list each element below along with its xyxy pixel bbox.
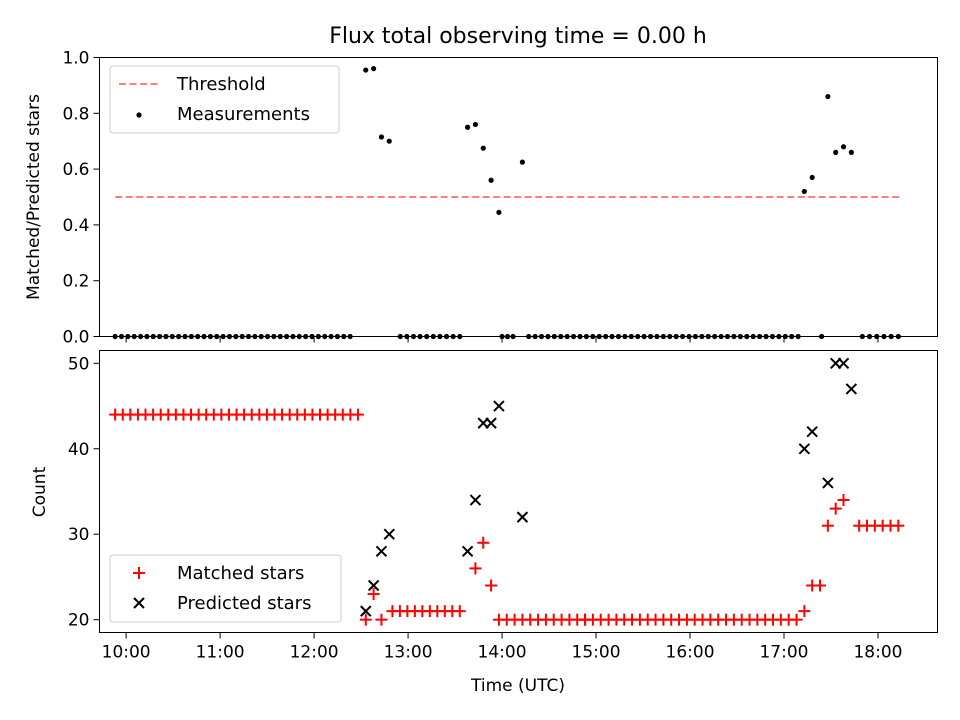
- bottom-xtick-label: 10:00: [102, 643, 151, 663]
- bottom-panel-x-label: Time (UTC): [470, 676, 565, 696]
- predicted-star-marker: [485, 417, 497, 429]
- top-ytick-label: 1.0: [62, 49, 89, 69]
- top-ytick-label: 0.6: [62, 160, 89, 180]
- measurement-point: [801, 188, 807, 195]
- top-panel-frame: [99, 57, 938, 337]
- bottom-ytick-label: 20: [68, 611, 90, 631]
- bottom-ytick-label: 50: [68, 354, 90, 374]
- predicted-star-marker: [461, 545, 474, 558]
- top-legend-box: [109, 65, 340, 134]
- measurement-point: [371, 66, 377, 72]
- top-panel-y-ticks: 0.0 0.2 0.4 0.6 0.8 1.0: [62, 49, 100, 348]
- matched-star-marker: [814, 579, 827, 592]
- predicted-star-marker: [375, 545, 388, 558]
- matched-star-marker: [485, 579, 498, 592]
- top-ytick-label: 0.8: [62, 104, 89, 124]
- predicted-star-marker: [367, 579, 380, 592]
- top-ytick-label: 0.0: [62, 328, 89, 348]
- top-panel: 0.0 0.2 0.4 0.6 0.8 1.0 Matched/Predicted sta…: [24, 49, 938, 348]
- bottom-panel-y-label: Count: [30, 466, 50, 517]
- bottom-panel-y-ticks: 20 30 40 50: [68, 354, 100, 631]
- predicted-star-marker: [806, 425, 818, 438]
- predicted-star-marker: [822, 477, 834, 489]
- bottom-xtick-label: 15:00: [572, 643, 621, 663]
- measurement-point: [464, 124, 471, 130]
- bottom-xtick-label: 17:00: [759, 643, 808, 663]
- measurement-point: [825, 93, 831, 100]
- predicted-star-marker: [383, 528, 395, 540]
- bottom-panel-frame: [99, 350, 938, 633]
- top-ytick-label: 0.4: [62, 216, 89, 236]
- matched-star-marker: [790, 613, 803, 626]
- bottom-ytick-label: 40: [68, 440, 90, 460]
- matched-star-marker: [359, 613, 372, 626]
- bottom-ytick-label: 30: [68, 525, 90, 545]
- legend-matched-swatch: [133, 567, 145, 579]
- top-panel-x-ticks: [125, 336, 879, 343]
- legend-predicted-label: Predicted stars: [177, 593, 311, 614]
- bottom-panel-data: [109, 357, 905, 626]
- figure-title: Flux total observing time = 0.00 h: [329, 24, 707, 49]
- top-panel-y-label: Matched/Predicted stars: [24, 94, 44, 300]
- measurement-point: [833, 149, 839, 155]
- legend-measurements-label: Measurements: [177, 104, 310, 125]
- matched-star-marker: [375, 613, 388, 626]
- top-panel-legend: Threshold Measurements: [109, 65, 340, 134]
- bottom-panel-x-ticks: 10:00 11:00 12:00 13:00 14:00 15:00 16:00 17:00…: [102, 632, 902, 663]
- legend-matched-label: Matched stars: [177, 563, 304, 584]
- bottom-panel-legend: Matched stars Predicted stars: [109, 554, 342, 623]
- measurement-point: [472, 121, 479, 128]
- matched-star-marker: [477, 536, 490, 549]
- measurement-point: [386, 138, 392, 144]
- matched-star-marker: [798, 605, 811, 618]
- measurement-point: [488, 177, 494, 183]
- matched-star-marker: [351, 408, 364, 421]
- matched-star-marker: [469, 562, 482, 575]
- legend-measurements-swatch: [136, 112, 142, 118]
- bottom-xtick-label: 18:00: [853, 643, 902, 663]
- legend-predicted-swatch: [133, 597, 145, 609]
- measurement-point: [480, 145, 486, 151]
- measurement-point: [378, 134, 385, 140]
- top-ytick-label: 0.2: [62, 272, 89, 292]
- bottom-legend-box: [109, 554, 342, 623]
- predicted-star-marker: [516, 511, 529, 523]
- measurement-point: [809, 174, 815, 181]
- legend-threshold-label: Threshold: [176, 74, 266, 95]
- predicted-star-marker: [493, 400, 505, 412]
- matched-star-marker: [892, 519, 905, 532]
- measurement-point: [519, 159, 526, 165]
- bottom-xtick-label: 11:00: [196, 643, 245, 663]
- bottom-xtick-label: 14:00: [478, 643, 527, 663]
- matched-star-marker: [821, 519, 834, 532]
- matched-star-marker: [367, 588, 380, 601]
- predicted-star-marker: [837, 357, 850, 370]
- predicted-star-marker: [360, 605, 372, 617]
- measurement-point: [363, 67, 369, 73]
- matched-star-marker: [829, 502, 842, 515]
- measurement-point: [840, 144, 847, 150]
- matched-star-marker: [837, 494, 850, 507]
- bottom-xtick-label: 13:00: [384, 643, 433, 663]
- predicted-star-marker: [798, 443, 811, 455]
- bottom-xtick-label: 12:00: [290, 643, 339, 663]
- matched-star-marker: [453, 605, 466, 618]
- predicted-star-marker: [469, 494, 482, 506]
- bottom-xtick-label: 16:00: [666, 643, 715, 663]
- predicted-star-marker: [845, 383, 858, 395]
- measurement-point: [496, 209, 502, 215]
- measurement-point: [848, 149, 854, 155]
